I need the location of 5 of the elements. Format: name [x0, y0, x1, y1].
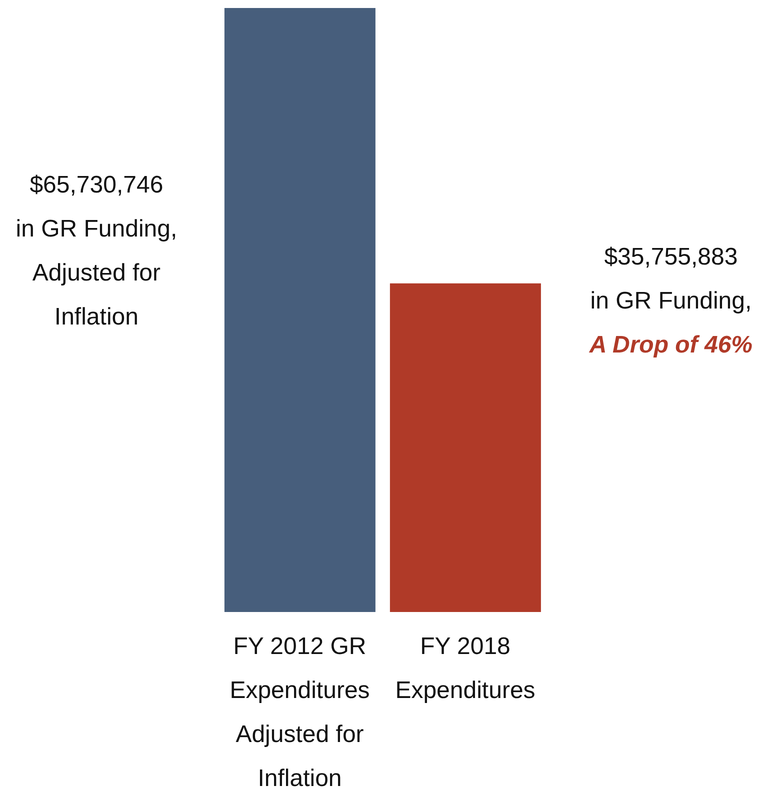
x-tick-label: FY 2018 Expenditures	[395, 633, 536, 704]
text: $65,730,746 in GR Funding, Adjusted for Inflation	[16, 172, 178, 331]
x-tick-label: FY 2012 GR Expenditures Adjusted for Inflation	[230, 633, 370, 792]
text: $35,755,883 in GR Funding,	[590, 243, 752, 314]
text: A Drop of 46%	[588, 331, 753, 358]
